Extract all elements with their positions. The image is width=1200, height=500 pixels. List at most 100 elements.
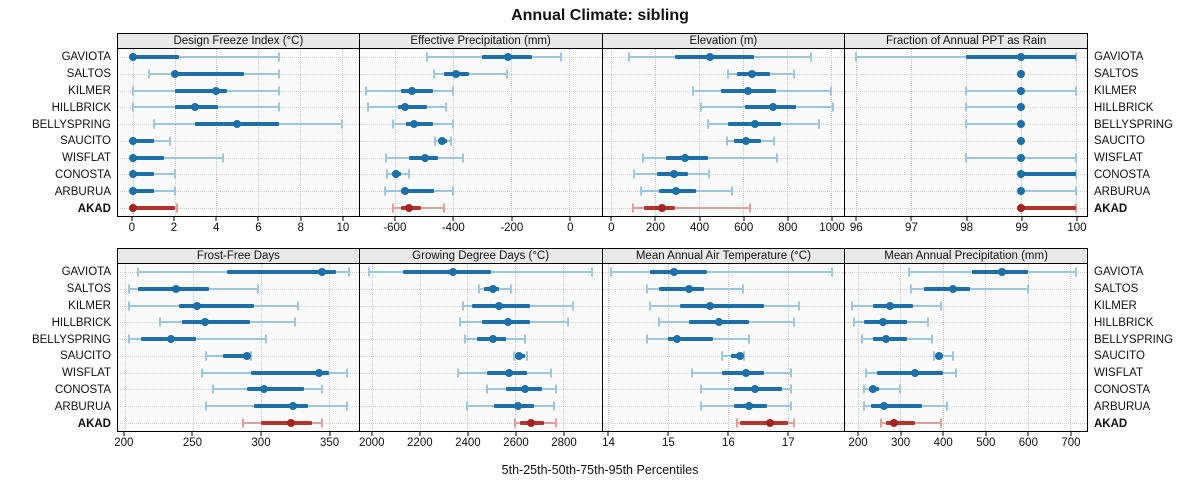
median-dot-gaviota (1017, 53, 1026, 62)
axis-tick-label: 300 (251, 437, 271, 449)
axis-tick-label: 2800 (551, 437, 577, 449)
axis-tick (563, 432, 565, 436)
axis-tick-label: 96 (849, 222, 863, 234)
site-label-wisflat: WISFLAT (1094, 367, 1143, 380)
gridline-vertical (699, 49, 701, 216)
axis-tick (787, 217, 789, 221)
axis-tick (511, 217, 513, 221)
panel-fraction-of-annual-ppt-as-rain: Fraction of Annual PPT as Rain 96 97 98 99 10… (845, 33, 1088, 239)
gridline-vertical (942, 264, 944, 431)
whisker-cap (462, 153, 465, 163)
panel-row-bottom: GAVIOTA SALTOS KILMER HILLBRICK BELLYSPRING S… (0, 248, 1200, 454)
whisker-cap (450, 136, 453, 146)
whisker-cap (965, 119, 968, 129)
site-label-saltos: SALTOS (66, 283, 111, 296)
panel-title-design-freeze-index-c: Design Freeze Index (°C) (118, 34, 359, 49)
axis-tick (942, 432, 944, 436)
whisker-cap (348, 267, 351, 277)
site-label-saucito: SAUCITO (1094, 135, 1145, 148)
site-label-arburua: ARBURUA (54, 185, 111, 198)
median-dot-akad (890, 418, 899, 427)
panel-box-fraction-of-annual-ppt-as-rain: Fraction of Annual PPT as Rain (845, 33, 1088, 217)
whisker-cap (212, 384, 215, 394)
whisker-cap (880, 418, 883, 428)
median-dot-kilmer (408, 86, 417, 95)
site-label-conosta: CONOSTA (54, 168, 111, 181)
whisker-cap (747, 334, 750, 344)
median-dot-hillbrick (504, 318, 513, 327)
site-label-akad: AKAD (77, 202, 111, 215)
median-dot-kilmer (705, 301, 714, 310)
median-dot-gaviota (504, 53, 513, 62)
whisker-cap (772, 136, 775, 146)
whisker-cap (832, 102, 835, 112)
header-spacer (0, 248, 117, 264)
gridline-vertical (655, 49, 657, 216)
axis-tick (607, 432, 609, 436)
axis-tick-label: 2400 (455, 437, 481, 449)
whisker-cap (939, 418, 942, 428)
whisker-saltos (434, 73, 507, 76)
iqr-bar-wisflat (251, 370, 329, 375)
site-label-kilmer: KILMER (68, 299, 111, 312)
whisker-cap (1075, 86, 1077, 96)
panel-mean-annual-precipitation-mm: Mean Annual Precipitation (mm) 200 300 400 5… (845, 248, 1088, 454)
median-dot-wisflat (911, 368, 920, 377)
whisker-cap (1075, 186, 1077, 196)
panel-box-mean-annual-air-temperature-c: Mean Annual Air Temperature (°C) (602, 248, 846, 432)
gridline-vertical (124, 264, 126, 431)
median-dot-saucito (243, 351, 252, 360)
axis-tick (1021, 217, 1023, 221)
whisker-cap (627, 52, 630, 62)
whisker-cap (559, 52, 562, 62)
median-dot-bellyspring (673, 335, 682, 344)
axis-tick (857, 432, 859, 436)
iqr-bar-wisflat (132, 155, 165, 160)
median-dot-kilmer (192, 301, 201, 310)
gridline-vertical (1021, 49, 1023, 216)
whisker-cap (946, 401, 949, 411)
panel-title-mean-annual-air-temperature-c: Mean Annual Air Temperature (°C) (602, 249, 845, 264)
site-label-gaviota: GAVIOTA (1094, 51, 1144, 64)
whisker-cap (792, 418, 795, 428)
whisker-cap (926, 317, 929, 327)
median-dot-saltos (747, 70, 756, 79)
whisker-cap (610, 267, 613, 277)
row-guide (845, 322, 1087, 324)
axis-tick (371, 432, 373, 436)
whisker-cap (137, 267, 140, 277)
whisker-cap (865, 368, 868, 378)
panel-title-effective-precipitation-mm: Effective Precipitation (mm) (359, 34, 602, 49)
whisker-cap (1075, 203, 1077, 213)
whisker-cap (392, 203, 395, 213)
whisker-cap (863, 384, 866, 394)
iqr-bar-conosta (247, 387, 305, 392)
median-dot-conosta (868, 385, 877, 394)
median-dot-saltos (1017, 70, 1026, 79)
gridline-vertical (394, 49, 396, 216)
median-dot-kilmer (743, 86, 752, 95)
whisker-cap (810, 52, 813, 62)
iqr-bar-gaviota (650, 270, 707, 275)
median-dot-saucito (128, 136, 137, 145)
panel-plot-elevation-m (602, 49, 845, 216)
axis-tick-label: 15 (662, 437, 675, 449)
axis-tick (1076, 217, 1078, 221)
whisker-cap (514, 418, 517, 428)
axis-tick (966, 217, 968, 221)
whisker-cap (293, 317, 296, 327)
whisker-akad (633, 206, 750, 209)
row-guide (845, 372, 1087, 374)
axis-tick-label: 0 (567, 222, 574, 234)
whisker-cap (1075, 153, 1077, 163)
panel-axis-mean-annual-air-temperature-c: 14 15 16 17 (602, 432, 846, 454)
axis-tick (727, 432, 729, 436)
median-dot-hillbrick (768, 103, 777, 112)
whisker-cap (384, 153, 387, 163)
whisker-cap (741, 284, 744, 294)
iqr-bar-bellyspring (668, 337, 713, 342)
panel-title-fraction-of-annual-ppt-as-rain: Fraction of Annual PPT as Rain (845, 34, 1087, 49)
whisker-cap (169, 136, 172, 146)
whisker-cap (278, 86, 281, 96)
whisker-cap (205, 351, 208, 361)
